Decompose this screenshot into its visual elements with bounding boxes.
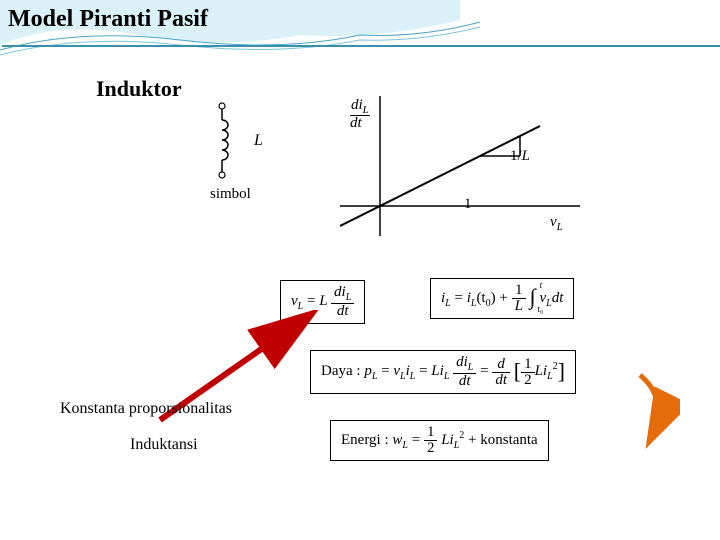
chart-x-label: vL [550,214,563,233]
chart-slope-label: 1/L [510,148,530,165]
inductor-L-label: L [254,132,263,150]
inductor-chart [340,96,580,246]
equation-iL: iL = iL(t0) + 1L ∫tt₀ vLdt [430,278,574,319]
equation-wL: Energi : wL = 12 LiL2 + konstanta [330,420,549,461]
symbol-caption: simbol [210,186,251,203]
arrow-orange [620,370,680,450]
chart-y-label: diL dt [350,98,370,131]
induktansi-label: Induktansi [130,436,198,454]
page-title: Model Piranti Pasif [8,6,208,33]
section-heading: Induktor [96,76,182,102]
inductor-symbol [200,100,260,190]
konstanta-label: Konstanta proporsionalitas [60,400,232,418]
equation-pL: Daya : pL = vLiL = LiL diLdt = ddt [12Li… [310,350,576,394]
chart-unit-label: 1 [464,196,472,213]
